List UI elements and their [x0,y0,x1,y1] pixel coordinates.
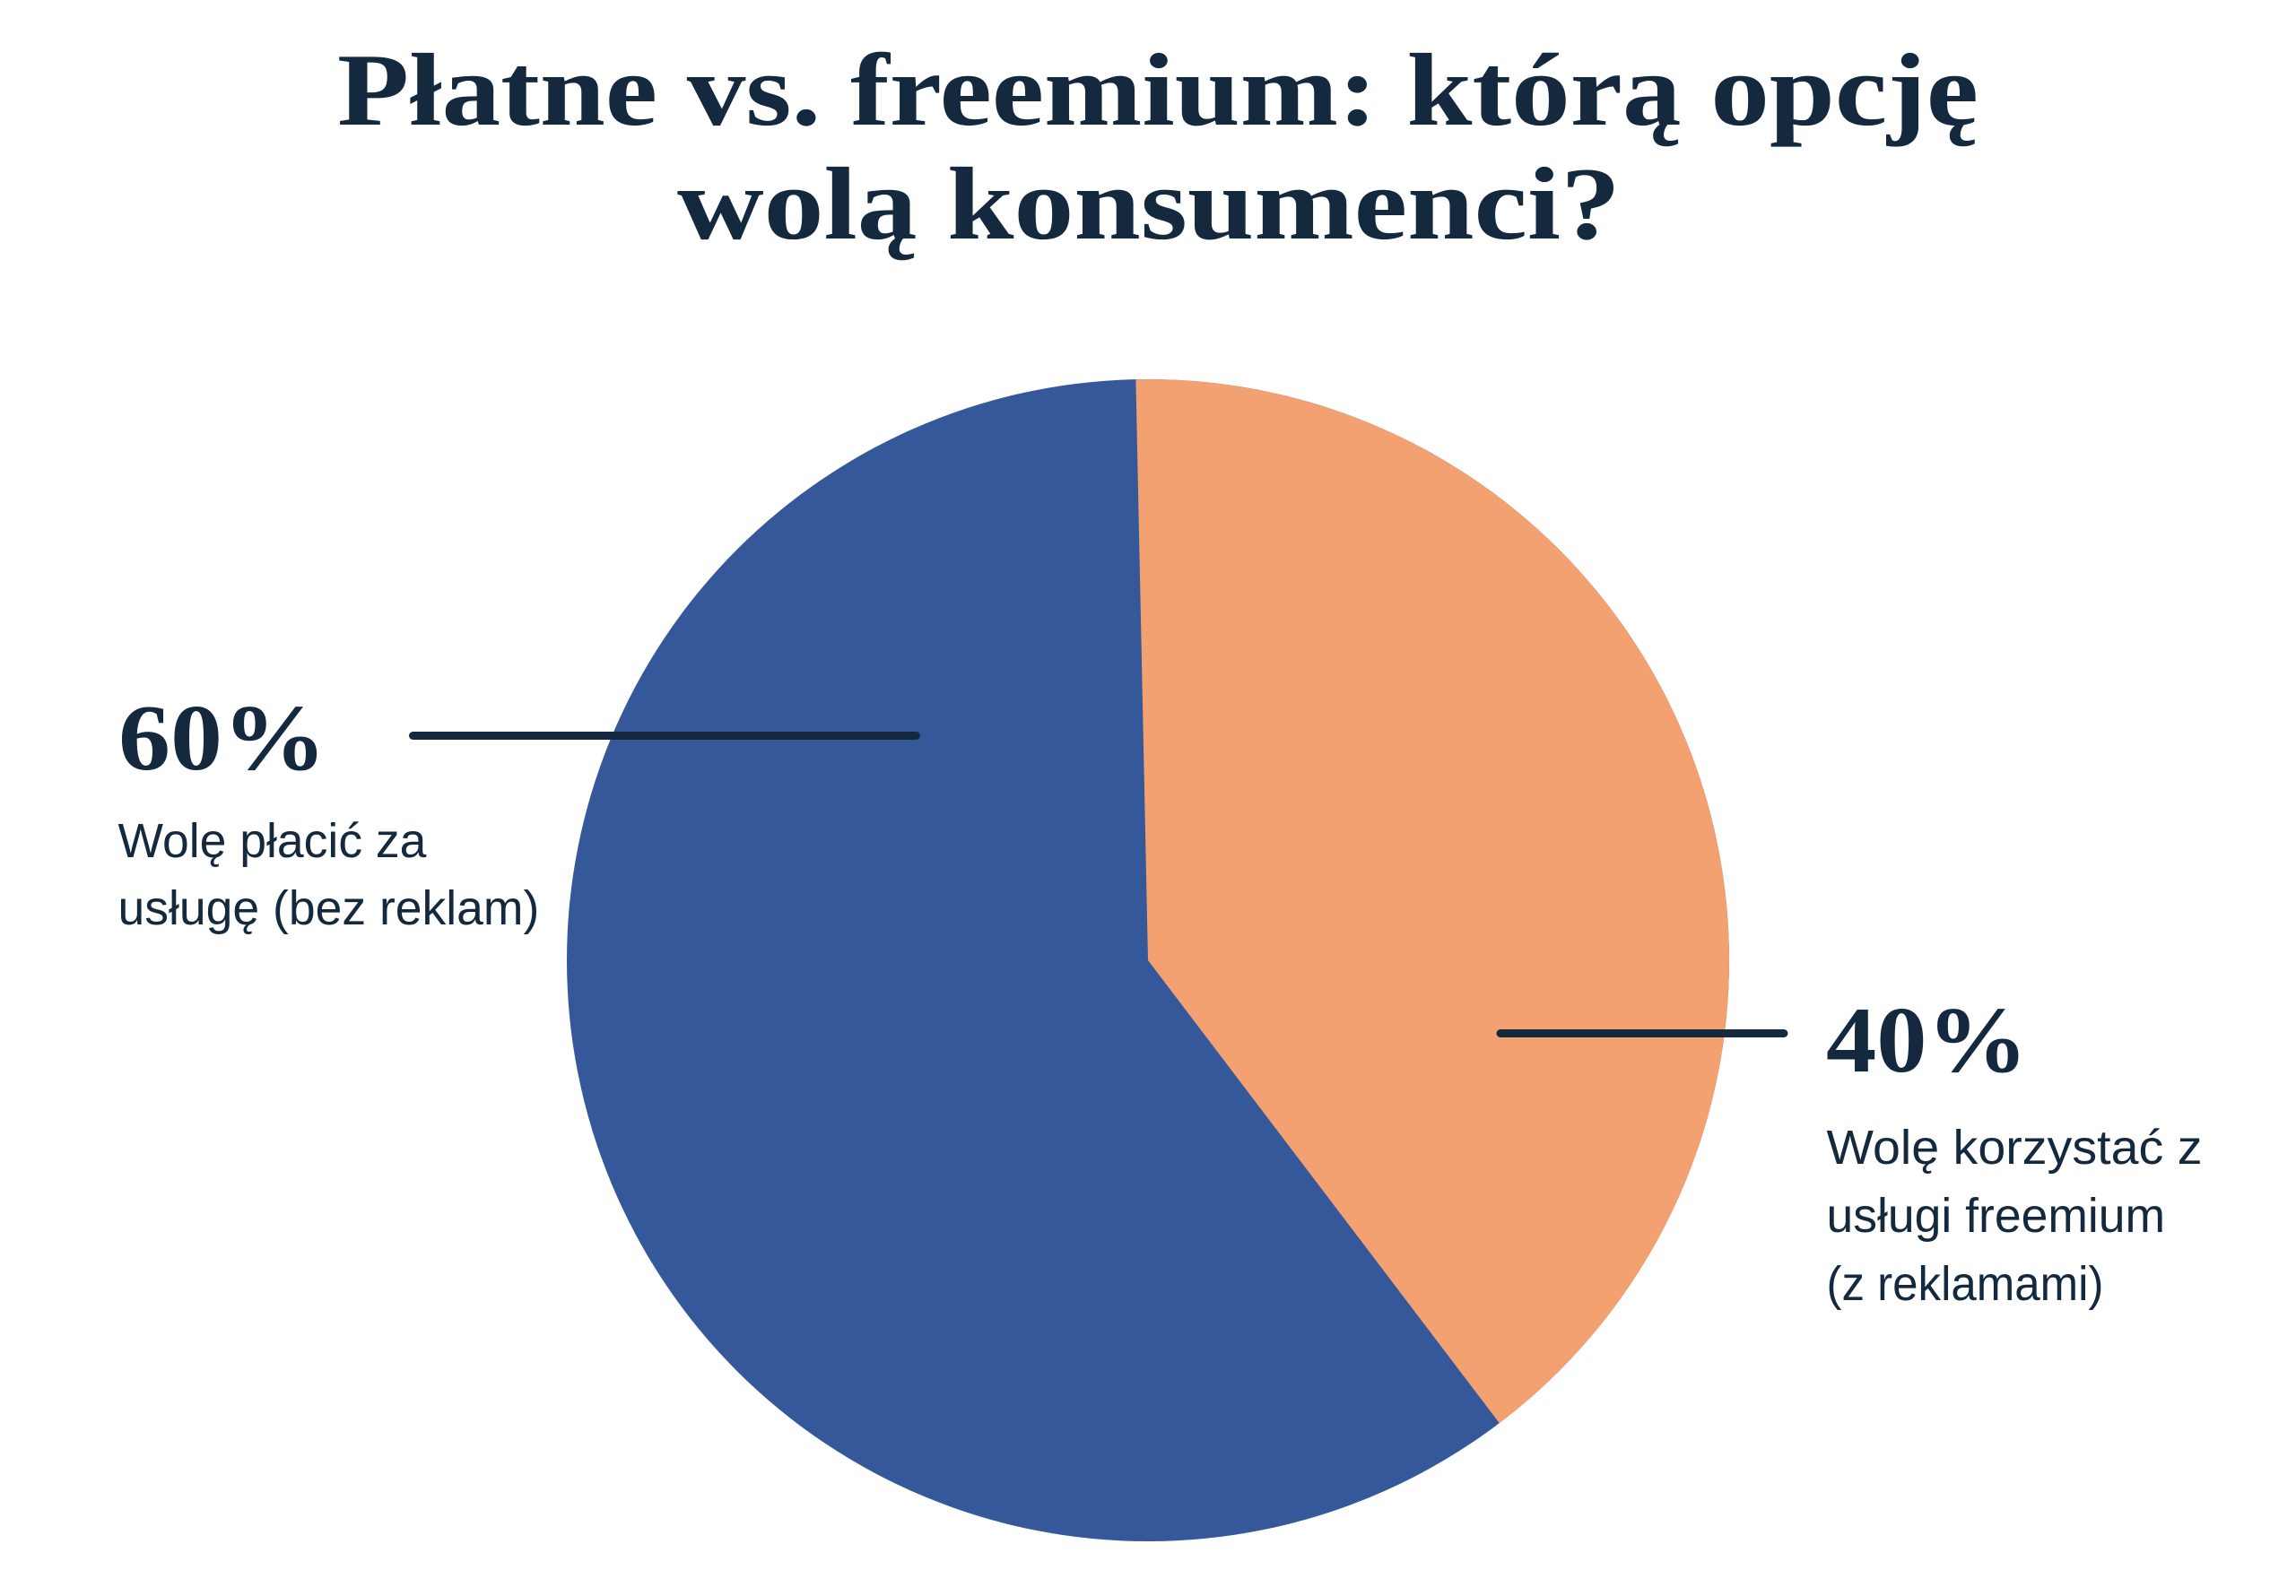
svg-text:wolą konsumenci?: wolą konsumenci? [677,146,1621,261]
svg-text:Płatne vs. freemium: którą opc: Płatne vs. freemium: którą opcję [337,32,1979,147]
svg-text:(z reklamami): (z reklamami) [1827,1258,2104,1311]
svg-text:Wolę płacić za: Wolę płacić za [118,815,427,868]
svg-text:usługę (bez reklam): usługę (bez reklam) [118,882,540,935]
svg-text:Wolę korzystać z: Wolę korzystać z [1827,1122,2203,1175]
svg-text:40%: 40% [1826,987,2028,1092]
svg-text:60%: 60% [118,685,326,790]
svg-text:usługi freemium: usługi freemium [1827,1190,2166,1243]
